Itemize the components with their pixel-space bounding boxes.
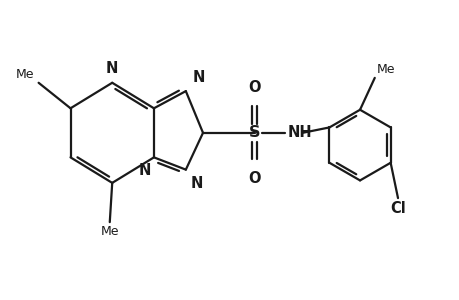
Text: NH: NH [287,125,312,140]
Text: Me: Me [16,68,34,81]
Text: Me: Me [101,225,119,238]
Text: O: O [248,171,260,186]
Text: Me: Me [376,63,395,76]
Text: N: N [192,70,204,85]
Text: N: N [190,176,203,190]
Text: N: N [139,163,151,178]
Text: O: O [248,80,260,95]
Text: N: N [106,61,118,76]
Text: Cl: Cl [389,200,405,215]
Text: S: S [248,125,260,140]
